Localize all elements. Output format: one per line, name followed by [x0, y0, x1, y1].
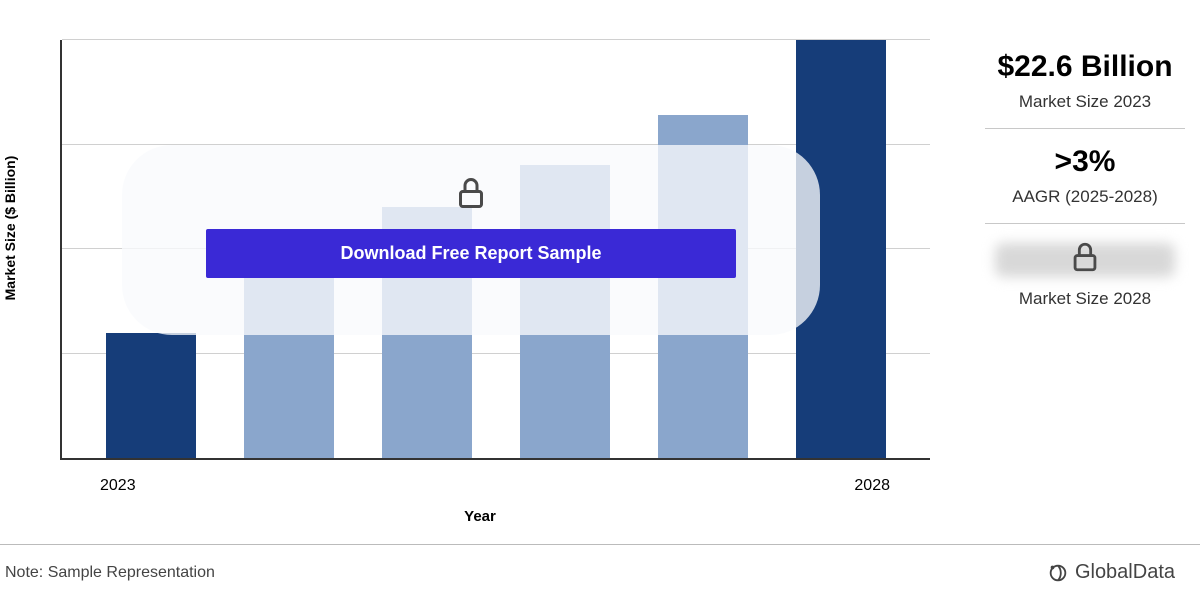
lock-icon	[453, 175, 489, 211]
download-sample-button[interactable]: Download Free Report Sample	[206, 229, 736, 278]
locked-stat	[1068, 240, 1102, 279]
stats-sidebar: $22.6 Billion Market Size 2023 >3% AAGR …	[970, 20, 1190, 520]
footer-note: Note: Sample Representation	[5, 564, 215, 582]
bar-2023	[106, 333, 196, 458]
x-tick-last: 2028	[854, 477, 890, 495]
divider	[985, 128, 1185, 129]
divider	[985, 223, 1185, 224]
y-axis-label: Market Size ($ Billion)	[2, 156, 18, 301]
market-size-2028-label: Market Size 2028	[1019, 289, 1151, 309]
brand-logo: GlobalData	[1047, 561, 1175, 584]
brand-text: GlobalData	[1075, 561, 1175, 584]
globaldata-icon	[1047, 562, 1069, 584]
aagr-label: AAGR (2025-2028)	[1012, 187, 1158, 207]
footer: Note: Sample Representation GlobalData	[0, 544, 1200, 600]
x-tick-labels: 2023 2028	[60, 477, 930, 495]
plot-area: Download Free Report Sample	[60, 40, 930, 460]
main-container: Market Size ($ Billion)	[0, 0, 1200, 530]
x-tick-first: 2023	[100, 477, 136, 495]
chart-area: Market Size ($ Billion)	[20, 20, 940, 520]
market-size-2023-label: Market Size 2023	[1019, 92, 1151, 112]
locked-overlay: Download Free Report Sample	[122, 145, 820, 335]
lock-icon	[1068, 240, 1102, 279]
x-axis-label: Year	[464, 508, 496, 525]
market-size-2023-value: $22.6 Billion	[997, 50, 1172, 84]
aagr-value: >3%	[1055, 145, 1116, 179]
